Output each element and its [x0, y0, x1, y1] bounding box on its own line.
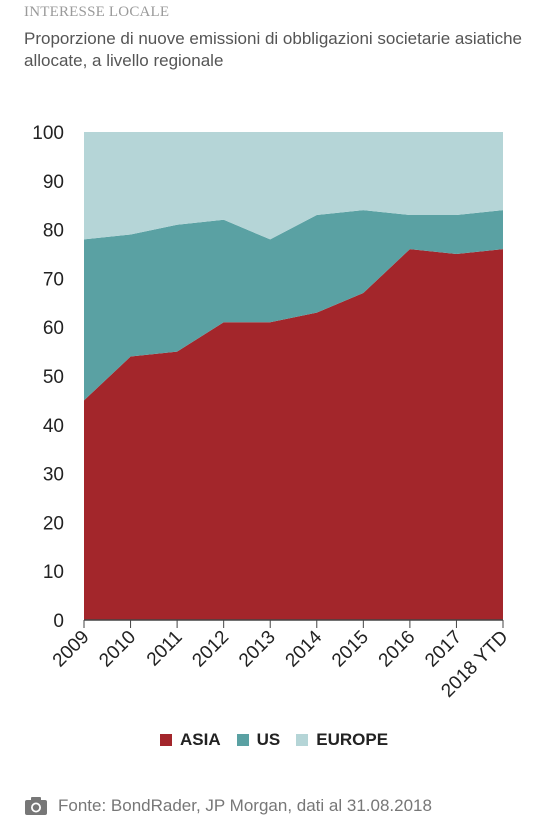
area-us — [84, 210, 503, 401]
y-tick-label: 70 — [43, 269, 64, 290]
legend-item-europe: EUROPE — [296, 730, 388, 750]
y-tick-label: 80 — [43, 221, 64, 242]
x-tick-label: 2009 — [49, 627, 94, 672]
legend-label-us: US — [256, 730, 281, 749]
camera-icon — [25, 797, 47, 815]
x-tick-label: 2014 — [282, 626, 327, 671]
legend-swatch-asia — [160, 734, 172, 746]
x-tick-label: 2011 — [143, 627, 187, 671]
legend-item-asia: ASIA — [160, 730, 221, 750]
legend-label-europe: EUROPE — [316, 730, 389, 749]
area-europe — [84, 132, 503, 240]
y-tick-label: 0 — [53, 611, 64, 632]
y-tick-label: 10 — [43, 562, 64, 583]
chart-title: Proporzione di nuove emissioni di obblig… — [24, 29, 523, 70]
area-asia — [84, 249, 503, 620]
y-tick-label: 30 — [43, 465, 64, 486]
area-series-group — [84, 132, 503, 620]
x-tick-label: 2016 — [375, 627, 420, 672]
source-text: Fonte: BondRader, JP Morgan, dati al 31.… — [58, 796, 432, 815]
y-tick-label: 60 — [43, 318, 64, 339]
y-tick-label: 40 — [43, 416, 64, 437]
x-tick-label: 2015 — [328, 627, 373, 672]
x-tick-label: 2012 — [188, 627, 233, 672]
legend-swatch-europe — [296, 734, 309, 746]
y-tick-label: 50 — [43, 367, 64, 388]
chart-kicker: INTERESSE LOCALE — [24, 4, 170, 20]
legend-swatch-us — [236, 734, 249, 746]
x-tick-label: 2010 — [95, 627, 140, 672]
x-tick-label: 2013 — [235, 627, 280, 672]
y-tick-label: 100 — [32, 123, 64, 144]
legend: ASIA US EUROPE — [160, 730, 388, 750]
y-tick-label: 90 — [43, 172, 64, 193]
legend-item-us: US — [236, 730, 281, 750]
legend-label-asia: ASIA — [180, 730, 221, 749]
source-note: Fonte: BondRader, JP Morgan, dati al 31.… — [24, 796, 432, 816]
y-tick-label: 20 — [43, 513, 64, 534]
